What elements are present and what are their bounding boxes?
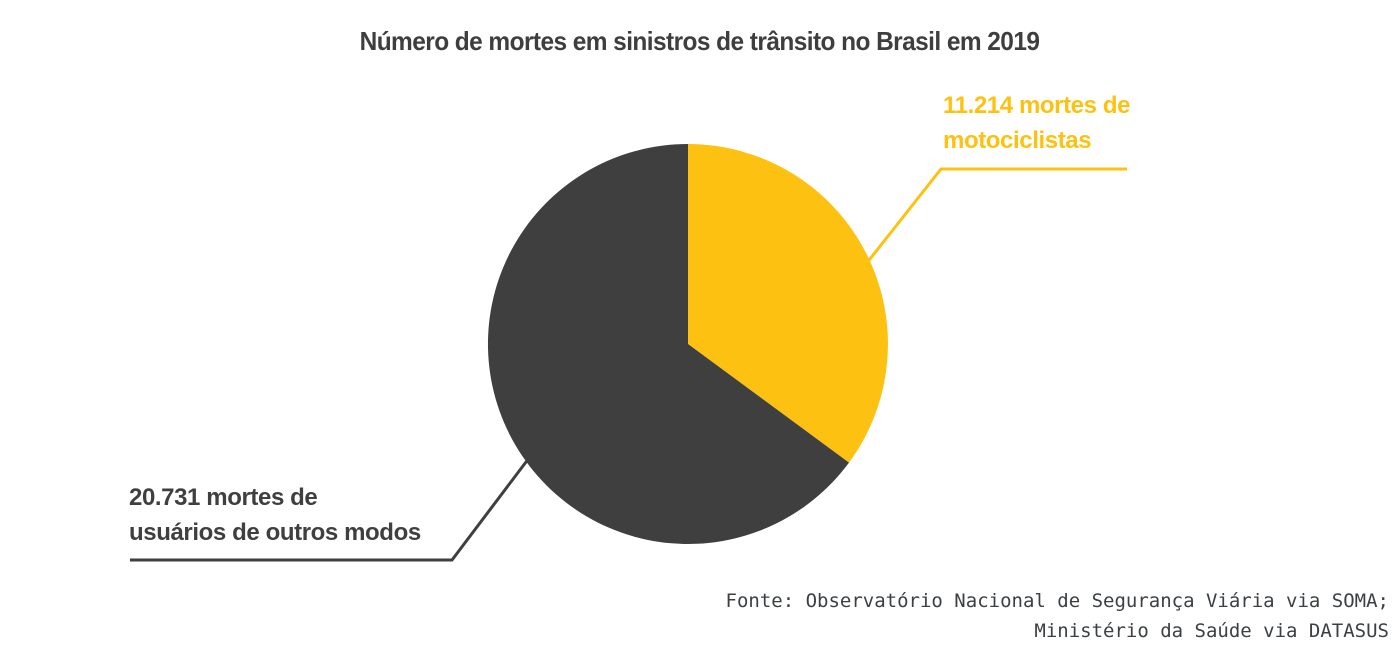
pie-slice-outros-modos bbox=[487, 144, 849, 544]
source-line1: Fonte: Observatório Nacional de Seguranç… bbox=[725, 590, 1389, 612]
callout-line-motociclistas bbox=[864, 167, 1127, 265]
chart-title: Número de mortes em sinistros de trânsit… bbox=[359, 26, 1040, 56]
callout-line-outros-modos bbox=[130, 457, 531, 562]
source-attribution: Fonte: Observatório Nacional de Seguranç… bbox=[726, 586, 1389, 646]
pie-slice-motociclistas bbox=[688, 144, 888, 463]
label-outros-modos-line1: 20.731 mortes de bbox=[129, 484, 318, 511]
label-motociclistas-line1: 11.214 mortes de bbox=[943, 92, 1131, 119]
label-outros-modos-line2: usuários de outros modos bbox=[129, 519, 421, 546]
source-line2: Ministério da Saúde via DATASUS bbox=[1034, 620, 1389, 642]
pie bbox=[487, 144, 888, 544]
label-motociclistas-line2: motociclistas bbox=[943, 127, 1092, 154]
label-motociclistas: 11.214 mortes de motociclistas bbox=[943, 88, 1130, 158]
label-outros-modos: 20.731 mortes de usuários de outros modo… bbox=[129, 480, 421, 550]
